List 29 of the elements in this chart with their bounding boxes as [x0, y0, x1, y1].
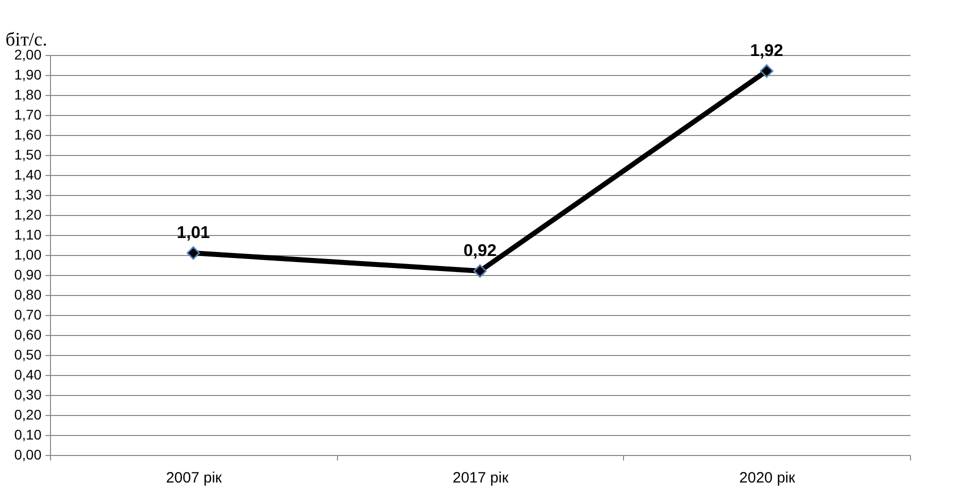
y-tick-label: 0,70 — [14, 306, 42, 322]
y-tick-label: 0,80 — [14, 286, 42, 302]
y-tick-label: 1,70 — [14, 106, 42, 122]
x-tick-label: 2020 рік — [739, 470, 796, 486]
x-tick-label: 2007 рік — [166, 470, 222, 486]
y-tick-label: 0,20 — [14, 406, 42, 422]
y-tick-label: 0,40 — [14, 366, 42, 382]
y-tick-label: 1,00 — [14, 246, 42, 262]
point — [186, 246, 200, 260]
data-label: 1,92 — [750, 41, 784, 60]
y-tick-label: 0,00 — [14, 446, 42, 462]
y-tick-label: 0,60 — [14, 326, 42, 342]
point — [473, 264, 487, 278]
y-tick-label: 1,60 — [14, 126, 42, 142]
data-label: 0,92 — [463, 241, 497, 260]
data-label: 1,01 — [176, 223, 210, 242]
y-tick-label: 0,30 — [14, 386, 42, 402]
y-tick-label: 1,30 — [14, 186, 42, 202]
y-tick-label: 0,90 — [14, 266, 42, 282]
y-tick-label: 0,50 — [14, 346, 42, 362]
y-tick-label: 1,20 — [14, 206, 42, 222]
y-tick-label: 1,40 — [14, 166, 42, 182]
point — [760, 64, 774, 78]
y-tick-label: 1,50 — [14, 146, 42, 162]
y-tick-label: 1,90 — [14, 66, 42, 82]
y-tick-label: 0,10 — [14, 426, 42, 442]
y-tick-label: 1,10 — [14, 226, 42, 242]
x-tick-label: 2017 рік — [452, 470, 509, 486]
y-tick-label: 1,80 — [14, 86, 42, 102]
